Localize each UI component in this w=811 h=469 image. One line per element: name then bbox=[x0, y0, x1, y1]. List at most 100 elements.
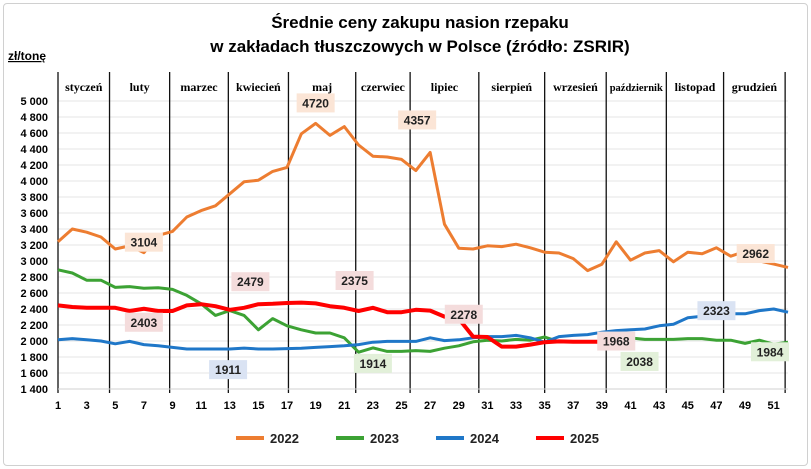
x-tick-label: 21 bbox=[338, 400, 350, 412]
series-lines bbox=[57, 121, 789, 354]
y-tick-label: 4 600 bbox=[20, 128, 48, 140]
x-tick-label: 39 bbox=[596, 400, 608, 412]
legend: 2022 2023 2024 2025 bbox=[236, 431, 599, 446]
x-tick-label: 33 bbox=[510, 400, 522, 412]
chart-title-line1: Średnie ceny zakupu nasion rzepaku bbox=[271, 13, 569, 32]
month-label: listopad bbox=[675, 80, 716, 94]
x-tick-label: 41 bbox=[624, 400, 636, 412]
legend-label: 2022 bbox=[270, 431, 299, 446]
x-tick-label: 35 bbox=[539, 400, 551, 412]
data-label-bg bbox=[697, 301, 736, 321]
data-label: 1968 bbox=[603, 335, 630, 349]
y-tick-label: 2 200 bbox=[20, 320, 48, 332]
x-tick-label: 1 bbox=[55, 400, 61, 412]
month-label: sierpień bbox=[491, 80, 532, 94]
data-label-bg bbox=[751, 342, 789, 362]
legend-label: 2025 bbox=[570, 431, 599, 446]
month-label: wrzesień bbox=[553, 80, 598, 94]
data-label-bg bbox=[231, 272, 270, 292]
axes: 5 000 4 800 4 600 4 400 4 200 4 000 3 800 3 600… bbox=[20, 96, 788, 412]
month-label: lipiec bbox=[431, 80, 459, 94]
data-label-bg bbox=[597, 331, 636, 351]
data-label: 3104 bbox=[131, 236, 158, 250]
y-tick-label: 1 400 bbox=[20, 384, 48, 396]
x-tick-label: 9 bbox=[169, 400, 175, 412]
x-tick-label: 25 bbox=[395, 400, 407, 412]
y-tick-label: 3 000 bbox=[20, 256, 48, 268]
data-label: 2479 bbox=[237, 275, 264, 289]
y-axis-unit-label: zł/tonę bbox=[8, 49, 46, 63]
x-tick-label: 15 bbox=[252, 400, 264, 412]
x-tick-label: 29 bbox=[453, 400, 465, 412]
month-label: luty bbox=[130, 80, 150, 94]
y-tick-label: 4 800 bbox=[20, 112, 48, 124]
x-tick-label: 23 bbox=[367, 400, 379, 412]
month-label: kwiecień bbox=[236, 80, 281, 94]
y-tick-label: 2 600 bbox=[20, 288, 48, 300]
series-line-2022 bbox=[57, 121, 789, 273]
x-tick-label: 13 bbox=[224, 400, 236, 412]
data-label-bg bbox=[296, 93, 335, 113]
x-tick-label: 45 bbox=[682, 400, 694, 412]
month-label: październik bbox=[610, 83, 663, 94]
x-tick-label: 5 bbox=[112, 400, 118, 412]
data-label: 4357 bbox=[404, 113, 431, 127]
y-tick-label: 4 000 bbox=[20, 176, 48, 188]
data-label-bg bbox=[335, 271, 374, 290]
x-tick-label: 7 bbox=[141, 400, 147, 412]
x-tick-label: 43 bbox=[653, 400, 665, 412]
month-label: maj bbox=[312, 80, 332, 94]
data-label: 1984 bbox=[757, 345, 784, 359]
month-label: grudzień bbox=[732, 80, 778, 94]
data-label-bg bbox=[398, 110, 437, 130]
data-label-bg bbox=[736, 244, 775, 264]
data-label: 2962 bbox=[742, 247, 769, 261]
data-label-bg bbox=[444, 304, 483, 324]
data-label: 2375 bbox=[341, 274, 368, 288]
data-label: 2278 bbox=[450, 308, 477, 322]
y-tick-label: 4 400 bbox=[20, 144, 48, 156]
x-tick-label: 49 bbox=[739, 400, 751, 412]
y-tick-label: 3 400 bbox=[20, 224, 48, 236]
series-line-2023 bbox=[57, 268, 789, 354]
data-labels: 3104 4720 4357 2962 2479 2403 2375 2278 1968 1911… bbox=[124, 93, 789, 380]
x-tick-label: 31 bbox=[481, 400, 493, 412]
y-tick-label: 1 800 bbox=[20, 352, 48, 364]
series-line-2025 bbox=[57, 300, 617, 349]
legend-label: 2024 bbox=[470, 431, 500, 446]
data-label-bg bbox=[209, 360, 248, 380]
x-tick-label: 3 bbox=[84, 400, 90, 412]
data-label: 2038 bbox=[626, 355, 653, 369]
y-tick-label: 2 400 bbox=[20, 304, 48, 316]
x-tick-label: 27 bbox=[424, 400, 436, 412]
y-tick-label: 2 800 bbox=[20, 272, 48, 284]
data-label-bg bbox=[353, 353, 392, 373]
x-tick-label: 47 bbox=[710, 400, 722, 412]
data-label: 1914 bbox=[360, 357, 387, 371]
y-tick-label: 3 600 bbox=[20, 208, 48, 220]
x-tick-label: 51 bbox=[768, 400, 780, 412]
legend-label: 2023 bbox=[370, 431, 399, 446]
series-line-2024 bbox=[57, 307, 789, 351]
month-label: styczeń bbox=[65, 80, 103, 94]
chart-title-line2: w zakładach tłuszczowych w Polsce (źródł… bbox=[209, 37, 629, 56]
y-tick-label: 4 200 bbox=[20, 160, 48, 172]
y-tick-label: 3 800 bbox=[20, 192, 48, 204]
x-tick-label: 37 bbox=[567, 400, 579, 412]
data-label: 2323 bbox=[703, 304, 730, 318]
data-label-bg bbox=[124, 312, 163, 332]
data-label: 2403 bbox=[131, 316, 158, 330]
month-label: czerwiec bbox=[361, 80, 406, 94]
x-tick-label: 17 bbox=[281, 400, 293, 412]
y-tick-label: 2 000 bbox=[20, 336, 48, 348]
month-label: marzec bbox=[180, 80, 218, 94]
data-label-bg bbox=[124, 232, 163, 252]
chart-frame bbox=[3, 3, 808, 466]
x-tick-label: 19 bbox=[310, 400, 322, 412]
data-label: 1911 bbox=[215, 363, 241, 377]
y-tick-label: 3 200 bbox=[20, 240, 48, 252]
x-tick-label: 11 bbox=[195, 400, 207, 412]
y-tick-label: 1 600 bbox=[20, 368, 48, 380]
data-label-bg bbox=[620, 351, 659, 371]
